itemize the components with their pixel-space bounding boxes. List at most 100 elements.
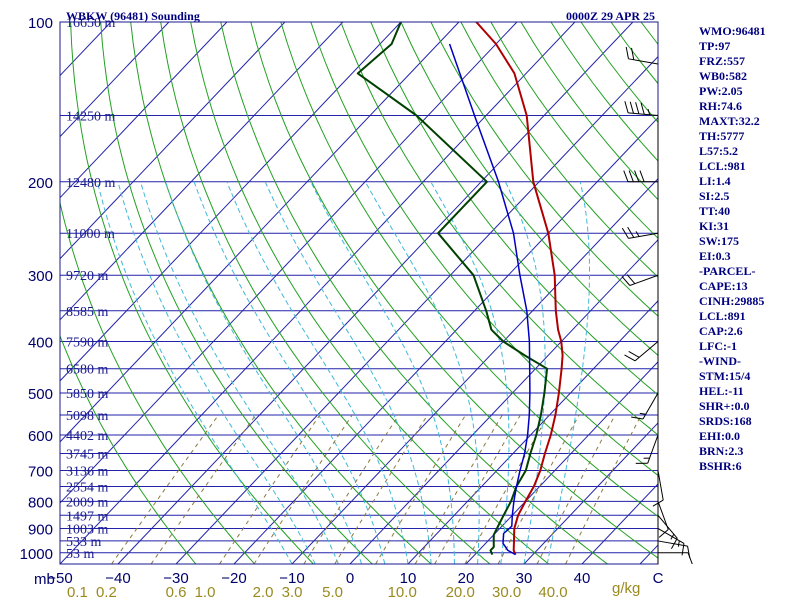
mixing-ratio-tick-label: 0.6 <box>166 584 187 600</box>
stability-index-row: CAP:2.6 <box>699 324 743 338</box>
stability-index-row: -PARCEL- <box>699 264 755 278</box>
dewpoint-trace <box>356 22 549 555</box>
stability-index-row: EI:0.3 <box>699 249 731 263</box>
dry-adiabat-line <box>490 22 658 239</box>
wind-barb <box>657 540 691 559</box>
stability-index-row: LFC:-1 <box>699 339 737 353</box>
wind-barb-full-flag <box>640 102 645 115</box>
wind-barb-staff <box>657 540 688 547</box>
mixing-ratio-line <box>253 414 353 564</box>
height-label: 7590 m <box>66 336 109 351</box>
temperature-tick-label: −40 <box>105 570 130 587</box>
mixing-ratio-tick-label: 30.0 <box>492 584 521 600</box>
wind-barb-full-flag <box>635 102 640 114</box>
temperature-trace <box>475 22 564 555</box>
wind-barb-full-flag <box>625 46 629 59</box>
celsius-unit-label: C <box>653 570 664 587</box>
pressure-tick-label: 300 <box>28 268 53 285</box>
height-label: 14250 m <box>66 109 116 124</box>
dry-adiabat-line <box>310 22 658 476</box>
isotherm-line <box>60 22 576 564</box>
wind-barb-full-flag <box>681 543 685 556</box>
wind-barb <box>652 470 664 507</box>
isotherm-line <box>0 22 53 564</box>
wind-barb-full-flag <box>652 499 664 507</box>
dry-adiabat-line <box>430 22 658 317</box>
mixing-ratio-line <box>434 414 521 564</box>
mixing-ratio-line <box>414 414 503 564</box>
dry-adiabat-line <box>340 22 658 436</box>
wind-barb-full-flag <box>658 529 669 538</box>
stability-index-row: RH:74.6 <box>699 99 742 113</box>
stability-index-row: FRZ:557 <box>699 54 745 68</box>
mixing-ratio-tick-label: 2.0 <box>253 584 274 600</box>
moist-adiabat-line <box>226 181 409 564</box>
isotherm-line <box>60 22 286 260</box>
moist-adiabat-line <box>504 181 546 564</box>
wind-barb-full-flag <box>621 227 629 239</box>
mixing-ratio-tick-label: 40.0 <box>538 584 567 600</box>
dry-adiabat-line <box>791 22 800 564</box>
stability-index-row: LCL:891 <box>699 309 746 323</box>
dry-adiabat-line <box>190 22 550 564</box>
stability-index-row: SRDS:168 <box>699 414 752 428</box>
isotherm-line <box>523 422 658 564</box>
temperature-tick-label: −50 <box>47 570 72 587</box>
stability-index-row: WMO:96481 <box>699 24 766 38</box>
height-label: 6580 m <box>66 363 109 378</box>
height-label: 5098 m <box>66 409 109 424</box>
mixing-ratio-tick-label: 20.0 <box>446 584 475 600</box>
mixing-ratio-tick-label: 0.2 <box>96 584 117 600</box>
wind-barb <box>621 274 659 286</box>
temperature-tick-label: −30 <box>163 570 188 587</box>
wind-barb-half-flag <box>670 533 675 540</box>
stability-index-row: L57:5.2 <box>699 144 738 158</box>
height-label: 4402 m <box>66 429 109 444</box>
wind-barb-staff <box>657 470 664 501</box>
isotherm-line <box>60 22 170 138</box>
temperature-tick-label: 30 <box>516 570 533 587</box>
isotherm-line <box>60 22 228 199</box>
wind-barb <box>624 101 659 116</box>
stability-index-row: TH:5777 <box>699 129 744 143</box>
height-label: 2009 m <box>66 495 109 510</box>
wind-barb-full-flag <box>670 538 678 549</box>
pressure-tick-label: 900 <box>28 521 53 538</box>
wind-barb-half-flag <box>635 231 640 237</box>
isotherm-line <box>407 300 658 564</box>
dry-adiabat-line <box>280 22 658 518</box>
mixing-ratio-tick-label: 5.0 <box>322 584 343 600</box>
pressure-tick-label: 1000 <box>20 546 53 563</box>
temperature-tick-label: 40 <box>574 570 591 587</box>
temperature-tick-label: 20 <box>458 570 475 587</box>
moist-adiabat-line <box>546 181 590 564</box>
height-label: 9720 m <box>66 269 109 284</box>
wind-barb-half-flag <box>677 540 680 547</box>
isotherm-line <box>117 22 634 564</box>
stability-index-row: KI:31 <box>699 219 729 233</box>
mixing-ratio-unit-label: g/kg <box>612 580 640 597</box>
temperature-tick-label: −20 <box>221 570 246 587</box>
wind-barb-full-flag <box>626 274 636 284</box>
grid-lines <box>0 22 800 564</box>
pressure-tick-label: 500 <box>28 386 53 403</box>
sounding-traces <box>356 22 564 556</box>
mixing-ratio-tick-label: 3.0 <box>282 584 303 600</box>
moist-adiabat-line <box>310 181 455 564</box>
wind-barb <box>621 226 659 239</box>
dry-adiabat-line <box>370 22 658 396</box>
stability-index-row: BSHR:6 <box>699 459 742 473</box>
wind-barb <box>624 341 659 362</box>
pressure-tick-label: 700 <box>28 464 53 481</box>
wind-barb <box>657 501 669 538</box>
wind-barb-full-flag <box>639 170 645 182</box>
mixing-ratio-line <box>565 414 642 564</box>
height-label: 5850 m <box>66 387 109 402</box>
temperature-tick-label: 10 <box>400 570 417 587</box>
dry-adiabat-line <box>761 22 800 564</box>
wind-barb-staff <box>657 501 669 530</box>
stability-index-row: LCL:981 <box>699 159 746 173</box>
pressure-tick-label: 100 <box>28 15 53 32</box>
wind-barb-full-flag <box>687 546 691 559</box>
